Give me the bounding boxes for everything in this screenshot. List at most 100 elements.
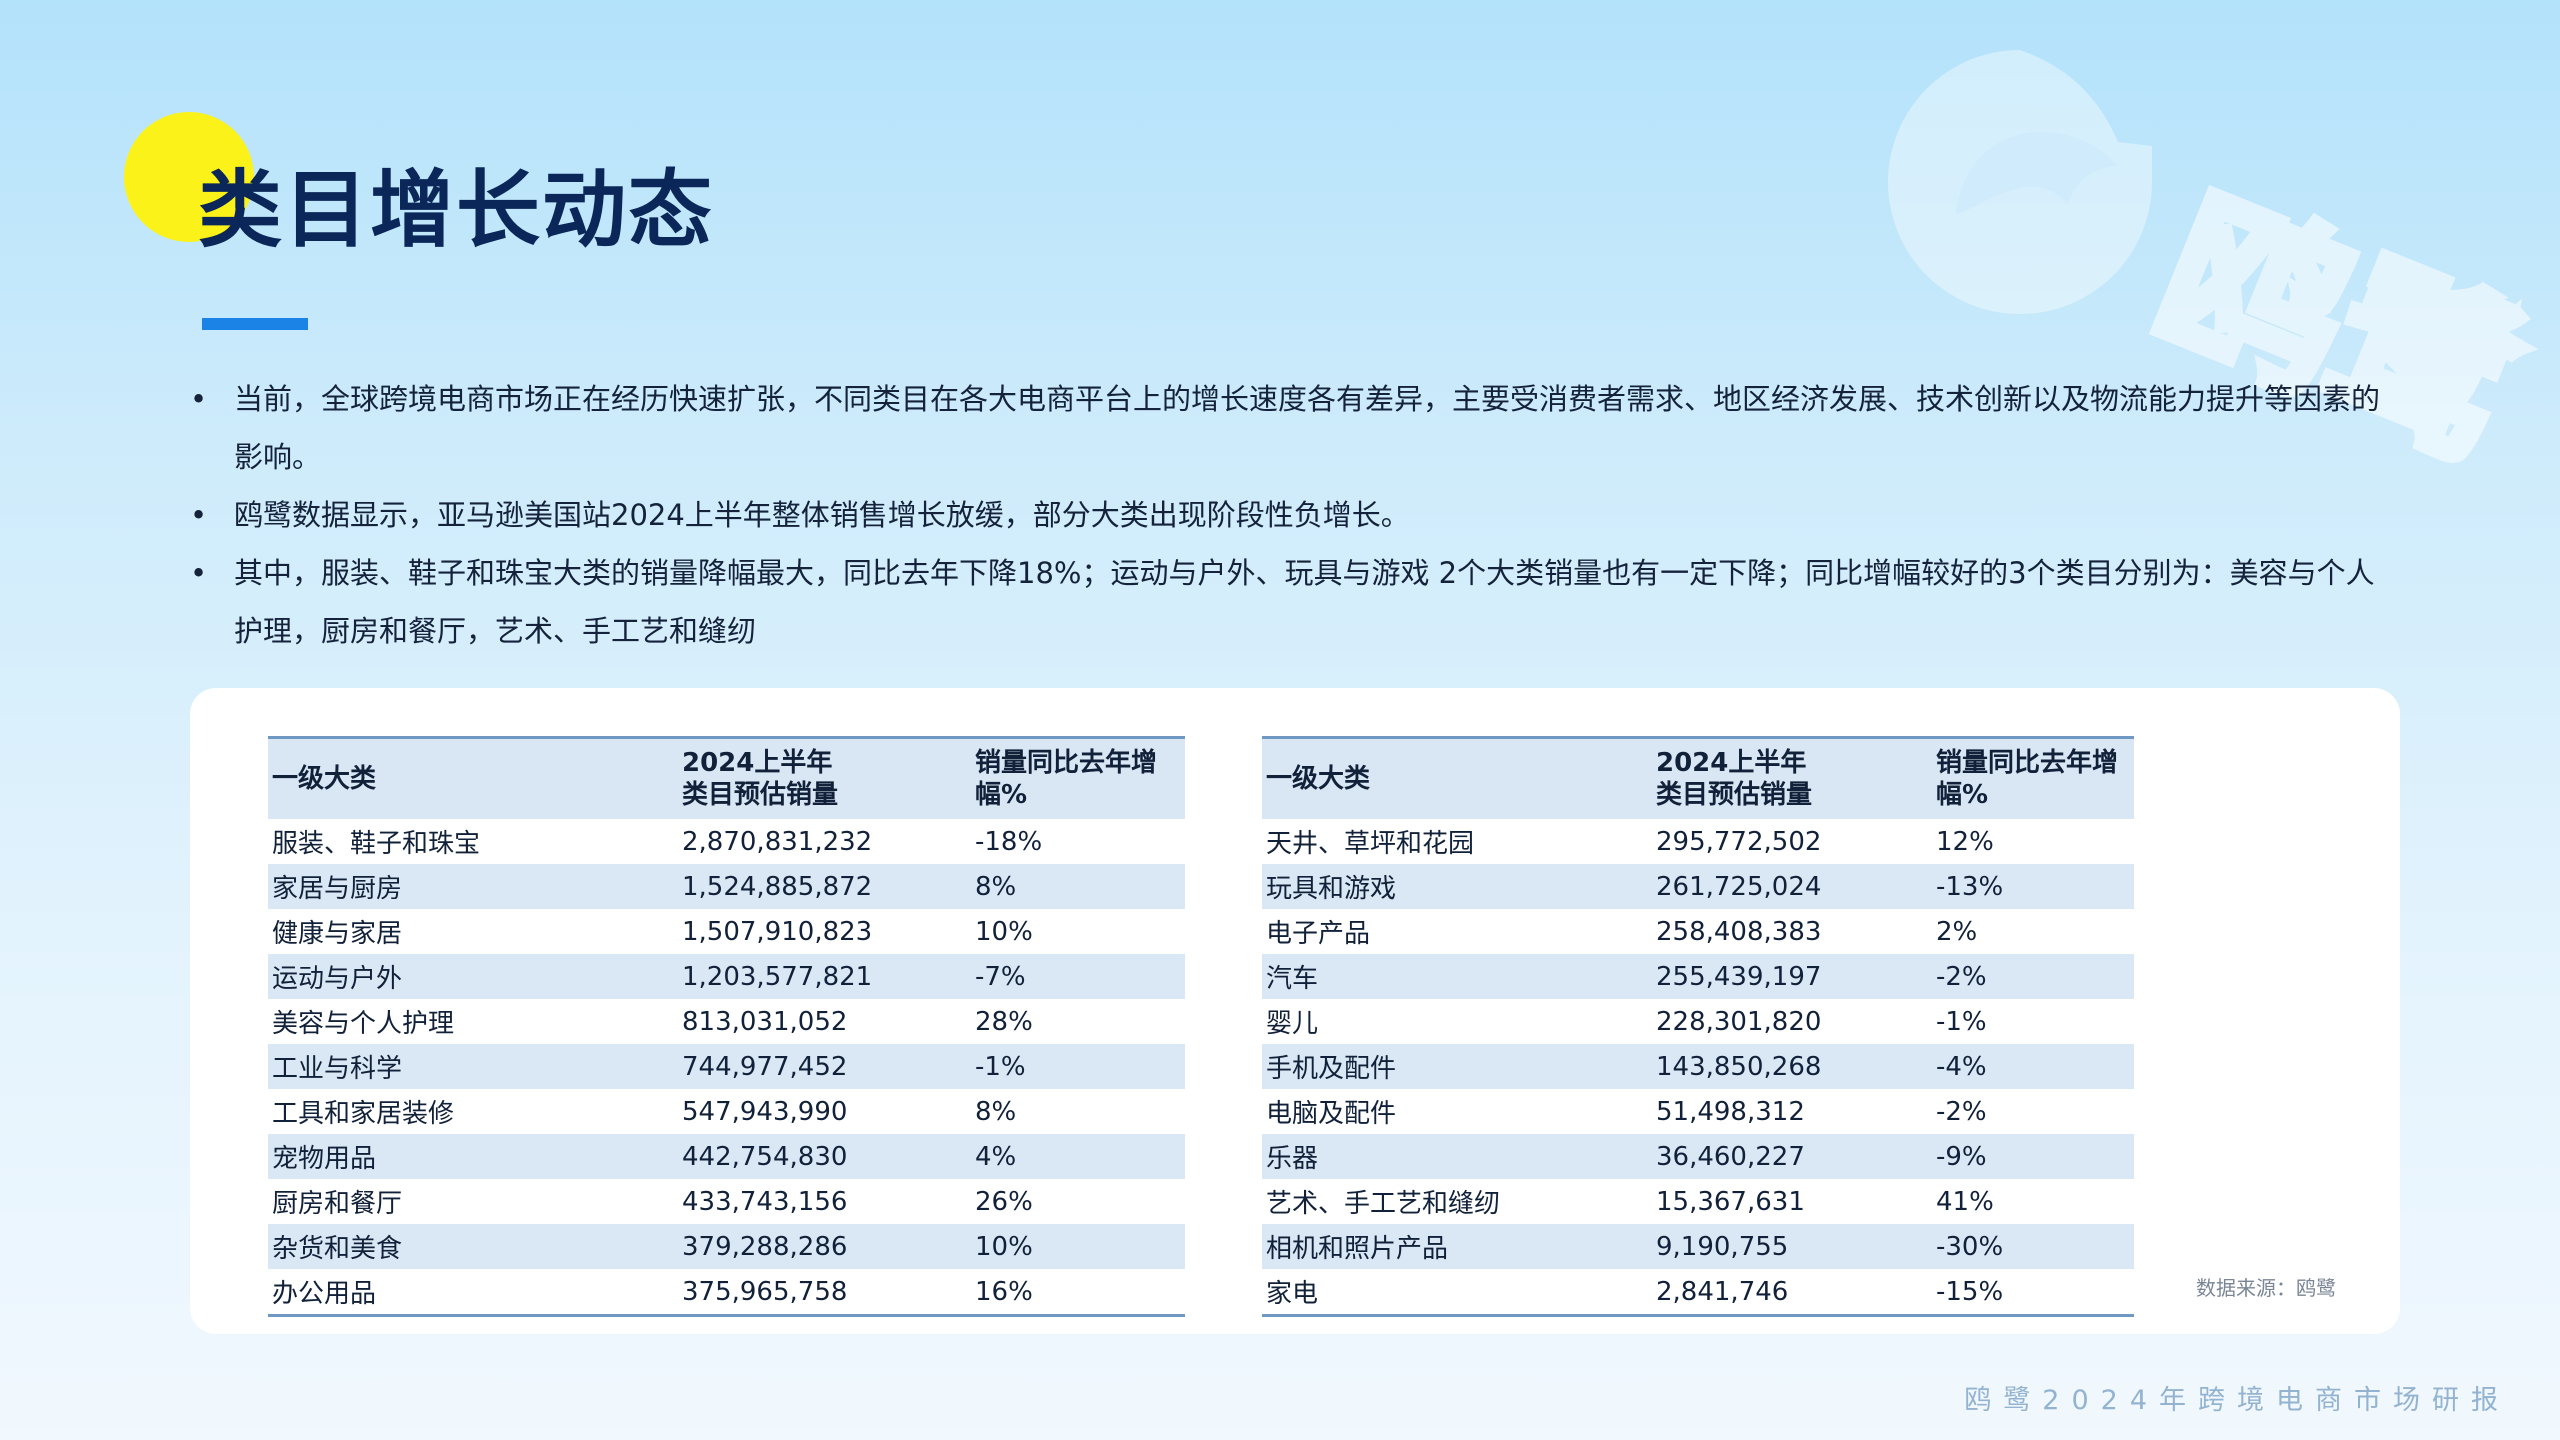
cell-category: 办公用品 xyxy=(268,1269,678,1317)
cell-sales: 1,507,910,823 xyxy=(682,916,873,947)
header-sales-line2: 类目预估销量 xyxy=(682,780,839,810)
title-underline xyxy=(202,318,308,330)
cell-sales: 442,754,830 xyxy=(678,1134,971,1179)
bullet-list: 当前，全球跨境电商市场正在经历快速扩张，不同类目在各大电商平台上的增长速度各有差… xyxy=(190,370,2400,660)
header-yoy-line2: 幅% xyxy=(975,780,1028,810)
cell-yoy: -7% xyxy=(971,954,1185,999)
table-row: 乐器 36,460,227 -9% xyxy=(1262,1134,2134,1179)
table-row: 工业与科学 744,977,452 -1% xyxy=(268,1044,1185,1089)
cell-category: 电子产品 xyxy=(1266,919,1371,949)
cell-sales: 261,725,024 xyxy=(1652,864,1932,909)
table-row: 相机和照片产品 9,190,755 -30% xyxy=(1262,1224,2134,1269)
cell-sales: 51,498,312 xyxy=(1656,1096,1805,1127)
cell-yoy: -15% xyxy=(1932,1269,2134,1317)
footer-report-title: 鸥鹭2024年跨境电商市场研报 xyxy=(1964,1385,2510,1416)
header-sales-line1: 2024上半年 xyxy=(1656,748,1807,778)
cell-sales: 433,743,156 xyxy=(682,1186,848,1217)
cell-sales: 547,943,990 xyxy=(682,1096,848,1127)
cell-sales: 255,439,197 xyxy=(1652,954,1932,999)
header-category: 一级大类 xyxy=(268,736,678,819)
cell-category: 健康与家居 xyxy=(272,919,403,949)
category-table-right: 一级大类 2024上半年 类目预估销量 销量同比去年增 幅% 天井、草坪和花园 295… xyxy=(1262,736,2134,1317)
table-header-row: 一级大类 2024上半年 类目预估销量 销量同比去年增 幅% xyxy=(268,736,1185,819)
header-yoy-line2: 幅% xyxy=(1936,780,1989,810)
cell-category: 电脑及配件 xyxy=(1266,1099,1397,1129)
cell-sales: 295,772,502 xyxy=(1656,826,1822,857)
cell-category: 婴儿 xyxy=(1266,1009,1319,1039)
header-sales: 2024上半年 类目预估销量 xyxy=(1652,736,1932,819)
cell-sales: 258,408,383 xyxy=(1656,916,1822,947)
cell-sales: 9,190,755 xyxy=(1652,1224,1932,1269)
header-sales: 2024上半年 类目预估销量 xyxy=(678,736,971,819)
cell-category: 服装、鞋子和珠宝 xyxy=(272,829,481,859)
cell-yoy: -2% xyxy=(1932,954,2134,999)
bullet-item: 鸥鹭数据显示，亚马逊美国站2024上半年整体销售增长放缓，部分大类出现阶段性负增… xyxy=(190,486,2400,544)
table-row: 杂货和美食 379,288,286 10% xyxy=(268,1224,1185,1269)
cell-yoy: 41% xyxy=(1936,1186,1994,1217)
cell-yoy: 16% xyxy=(971,1269,1185,1317)
cell-sales: 2,841,746 xyxy=(1652,1269,1932,1317)
header-sales-line1: 2024上半年 xyxy=(682,748,833,778)
header-sales-line2: 类目预估销量 xyxy=(1656,780,1813,810)
table-row: 电子产品 258,408,383 2% xyxy=(1262,909,2134,954)
table-row: 汽车 255,439,197 -2% xyxy=(1262,954,2134,999)
table-header-row: 一级大类 2024上半年 类目预估销量 销量同比去年增 幅% xyxy=(1262,736,2134,819)
table-row: 健康与家居 1,507,910,823 10% xyxy=(268,909,1185,954)
cell-yoy: -1% xyxy=(971,1044,1185,1089)
cell-sales: 744,977,452 xyxy=(678,1044,971,1089)
table-body-right: 天井、草坪和花园 295,772,502 12% 玩具和游戏 261,725,024 -1… xyxy=(1262,819,2134,1317)
cell-sales: 375,965,758 xyxy=(678,1269,971,1317)
table-row: 办公用品 375,965,758 16% xyxy=(268,1269,1185,1317)
table-row: 手机及配件 143,850,268 -4% xyxy=(1262,1044,2134,1089)
cell-sales: 2,870,831,232 xyxy=(682,826,873,857)
bullet-item: 当前，全球跨境电商市场正在经历快速扩张，不同类目在各大电商平台上的增长速度各有差… xyxy=(190,370,2400,486)
cell-yoy: 8% xyxy=(975,1096,1017,1127)
cell-yoy: 26% xyxy=(975,1186,1033,1217)
cell-category: 天井、草坪和花园 xyxy=(1266,829,1475,859)
cell-sales: 379,288,286 xyxy=(678,1224,971,1269)
cell-yoy: 12% xyxy=(1936,826,1994,857)
cell-sales: 15,367,631 xyxy=(1656,1186,1805,1217)
table-row: 服装、鞋子和珠宝 2,870,831,232 -18% xyxy=(268,819,1185,864)
table-row: 工具和家居装修 547,943,990 8% xyxy=(268,1089,1185,1134)
cell-category: 相机和照片产品 xyxy=(1262,1224,1652,1269)
cell-category: 汽车 xyxy=(1262,954,1652,999)
cell-yoy: 4% xyxy=(971,1134,1185,1179)
cell-sales: 36,460,227 xyxy=(1652,1134,1932,1179)
cell-category: 美容与个人护理 xyxy=(272,1009,455,1039)
cell-sales: 143,850,268 xyxy=(1652,1044,1932,1089)
cell-category: 家居与厨房 xyxy=(268,864,678,909)
table-row: 玩具和游戏 261,725,024 -13% xyxy=(1262,864,2134,909)
cell-category: 厨房和餐厅 xyxy=(272,1189,403,1219)
table-row: 天井、草坪和花园 295,772,502 12% xyxy=(1262,819,2134,864)
cell-category: 乐器 xyxy=(1262,1134,1652,1179)
cell-sales: 1,524,885,872 xyxy=(678,864,971,909)
cell-category: 家电 xyxy=(1262,1269,1652,1317)
table-row: 厨房和餐厅 433,743,156 26% xyxy=(268,1179,1185,1224)
table-row: 电脑及配件 51,498,312 -2% xyxy=(1262,1089,2134,1134)
page-title: 类目增长动态 xyxy=(198,161,715,259)
title-accent-dot xyxy=(124,112,254,242)
header-yoy: 销量同比去年增 幅% xyxy=(971,736,1185,819)
table-row: 家居与厨房 1,524,885,872 8% xyxy=(268,864,1185,909)
cell-category: 工业与科学 xyxy=(268,1044,678,1089)
cell-yoy: -2% xyxy=(1936,1096,1987,1127)
table-row: 宠物用品 442,754,830 4% xyxy=(268,1134,1185,1179)
header-yoy-line1: 销量同比去年增 xyxy=(975,748,1158,778)
cell-category: 玩具和游戏 xyxy=(1262,864,1652,909)
table-row: 家电 2,841,746 -15% xyxy=(1262,1269,2134,1317)
table-body-left: 服装、鞋子和珠宝 2,870,831,232 -18% 家居与厨房 1,524,885,… xyxy=(268,819,1185,1317)
cell-yoy: 10% xyxy=(975,916,1033,947)
cell-category: 杂货和美食 xyxy=(268,1224,678,1269)
table-row: 婴儿 228,301,820 -1% xyxy=(1262,999,2134,1044)
cell-yoy: -9% xyxy=(1932,1134,2134,1179)
cell-yoy: -13% xyxy=(1932,864,2134,909)
cell-sales: 813,031,052 xyxy=(682,1006,848,1037)
cell-category: 艺术、手工艺和缝纫 xyxy=(1266,1189,1501,1219)
category-table-left: 一级大类 2024上半年 类目预估销量 销量同比去年增 幅% 服装、鞋子和珠宝 2,8… xyxy=(268,736,1185,1317)
cell-sales: 1,203,577,821 xyxy=(678,954,971,999)
table-row: 运动与户外 1,203,577,821 -7% xyxy=(268,954,1185,999)
cell-yoy: -1% xyxy=(1936,1006,1987,1037)
cell-yoy: -18% xyxy=(975,826,1043,857)
data-source-note: 数据来源：鸥鹭 xyxy=(2196,1276,2336,1300)
